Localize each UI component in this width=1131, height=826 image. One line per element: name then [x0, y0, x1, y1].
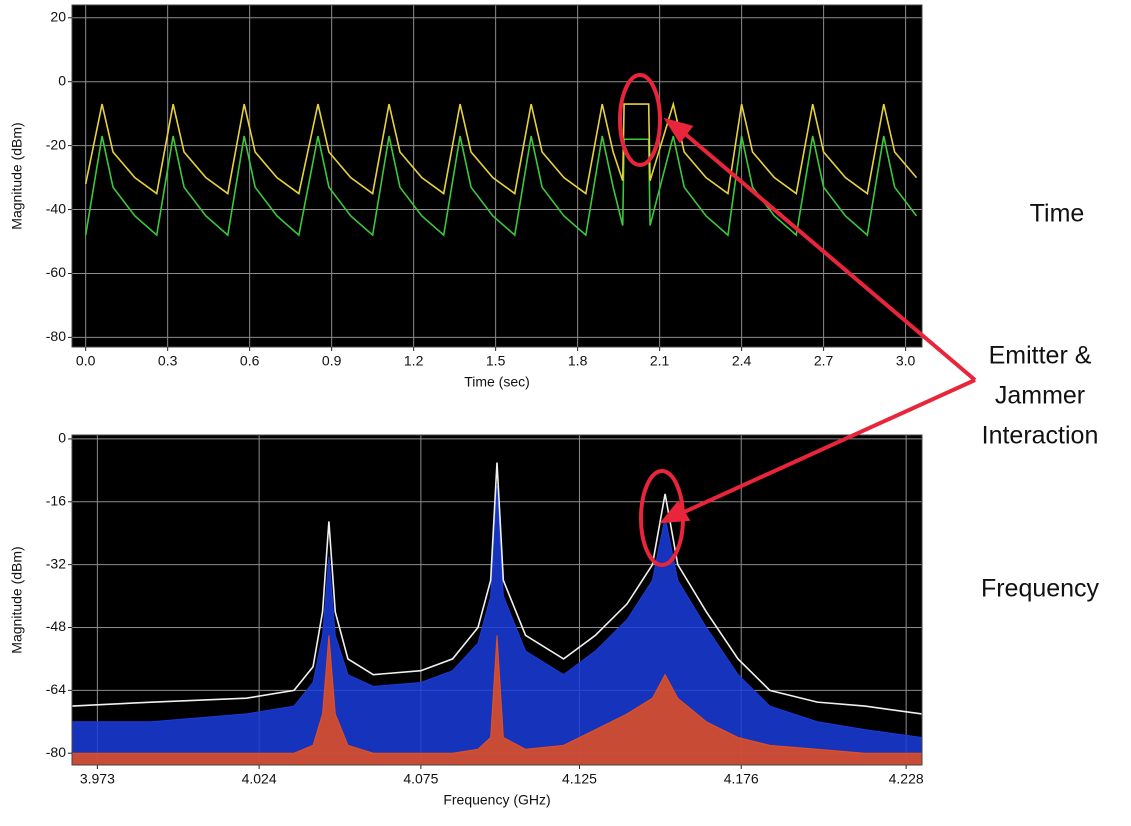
side-label: Frequency — [981, 575, 1100, 603]
y-axis-label: Magnitude (dBm) — [9, 546, 25, 653]
x-tick-label: 0.9 — [322, 353, 342, 369]
x-tick-label: 1.5 — [486, 353, 506, 369]
y-tick-label: -64 — [46, 681, 66, 697]
x-axis-label: Frequency (GHz) — [443, 792, 550, 808]
y-tick-label: 0 — [58, 72, 66, 88]
plot-frame — [71, 434, 923, 766]
plot — [84, 100, 918, 237]
side-label: Time — [1030, 200, 1085, 228]
side-label: Interaction — [982, 422, 1099, 450]
arrowhead — [659, 500, 691, 524]
area — [72, 486, 922, 765]
x-tick-label: 3.0 — [896, 353, 916, 369]
y-tick-label: 0 — [58, 430, 66, 446]
line — [72, 462, 922, 715]
x-tick-label: 4.228 — [889, 771, 924, 787]
plot-frame — [71, 4, 923, 348]
arrow — [681, 378, 976, 515]
y-tick-label: -48 — [46, 618, 66, 634]
side-label: Emitter & — [989, 342, 1092, 370]
x-tick-label: 2.7 — [814, 353, 834, 369]
y-tick-label: -16 — [46, 492, 66, 508]
side-label: Jammer — [995, 382, 1085, 410]
line — [84, 135, 918, 237]
area — [72, 635, 922, 765]
arrowhead — [663, 117, 694, 144]
x-tick-label: 4.176 — [724, 771, 759, 787]
callouts — [618, 73, 977, 567]
chart: 20 0 -20 -40 -60 -80 0.0 0.3 0.6 0.9 1.2 1.5 1.8 2.1 2… — [9, 4, 923, 390]
x-tick-label: 1.8 — [568, 353, 588, 369]
y-tick-label: -80 — [46, 744, 66, 760]
y-tick-label: -60 — [46, 264, 66, 280]
arrow — [682, 131, 977, 382]
x-tick-label: 0.6 — [240, 353, 260, 369]
line — [84, 100, 918, 196]
chart: 0 -16 -32 -48 -64 -80 3.973 4.024 4.075 4.125 4.17… — [9, 430, 924, 808]
y-tick-label: -40 — [46, 200, 66, 216]
charts: 20 0 -20 -40 -60 -80 0.0 0.3 0.6 0.9 1.2 1.5 1.8 2.1 2… — [9, 4, 924, 808]
x-tick-label: 4.125 — [562, 771, 597, 787]
y-tick-label: -20 — [46, 136, 66, 152]
highlight-ellipse — [618, 73, 662, 167]
y-tick-label: 20 — [50, 8, 66, 24]
x-tick-label: 0.0 — [76, 353, 96, 369]
y-tick-label: -32 — [46, 555, 66, 571]
plot — [72, 462, 922, 765]
x-tick-label: 4.075 — [403, 771, 438, 787]
x-tick-label: 2.4 — [732, 353, 752, 369]
x-axis-label: Time (sec) — [464, 374, 530, 390]
x-tick-label: 1.2 — [404, 353, 424, 369]
y-tick-label: -80 — [46, 328, 66, 344]
x-tick-label: 4.024 — [242, 771, 277, 787]
x-tick-label: 3.973 — [80, 771, 115, 787]
x-tick-label: 2.1 — [650, 353, 670, 369]
x-tick-label: 0.3 — [158, 353, 178, 369]
plot-background — [72, 5, 922, 347]
y-axis-label: Magnitude (dBm) — [9, 122, 25, 229]
